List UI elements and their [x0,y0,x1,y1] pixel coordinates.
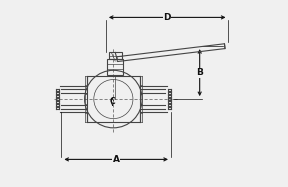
Bar [109,53,122,59]
Text: D: D [164,13,171,22]
Bar [87,76,140,122]
Bar [107,59,123,75]
Text: B: B [196,68,203,77]
Text: C: C [110,97,115,106]
Text: A: A [113,155,120,164]
